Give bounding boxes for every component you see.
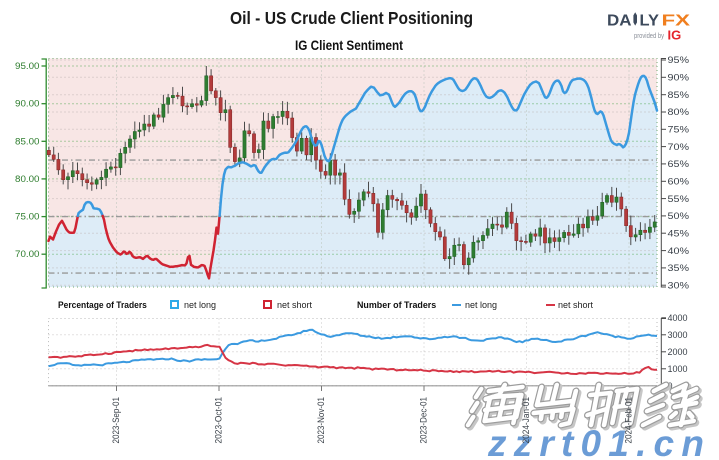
svg-text:2000: 2000 <box>668 347 688 357</box>
svg-text:90.00: 90.00 <box>15 99 40 110</box>
svg-text:2023-Oct-01: 2023-Oct-01 <box>214 397 224 444</box>
svg-text:90%: 90% <box>668 73 690 84</box>
svg-text:DA: DA <box>607 12 632 29</box>
svg-text:60%: 60% <box>668 177 690 188</box>
svg-text:85.00: 85.00 <box>15 136 40 147</box>
svg-text:2023-Dec-01: 2023-Dec-01 <box>419 397 429 444</box>
svg-text:35%: 35% <box>668 263 690 274</box>
svg-text:3000: 3000 <box>668 330 688 340</box>
svg-text:80%: 80% <box>668 107 690 118</box>
svg-text:65%: 65% <box>668 159 690 170</box>
svg-text:55%: 55% <box>668 194 690 205</box>
svg-text:70.00: 70.00 <box>15 249 40 260</box>
svg-text:2023-Sep-01: 2023-Sep-01 <box>111 397 121 444</box>
svg-text:75.00: 75.00 <box>15 212 40 223</box>
svg-text:95.00: 95.00 <box>15 61 40 72</box>
svg-text:2024-Jan-01: 2024-Jan-01 <box>521 397 531 444</box>
svg-text:45%: 45% <box>668 228 690 239</box>
svg-text:75%: 75% <box>668 125 690 136</box>
svg-text:85%: 85% <box>668 90 690 101</box>
svg-text:IG: IG <box>668 28 682 41</box>
svg-text:70%: 70% <box>668 142 690 153</box>
svg-text:provided by: provided by <box>634 31 664 40</box>
svg-text:95%: 95% <box>668 55 690 66</box>
svg-text:zzrt01.cn: zzrt01.cn <box>487 423 711 460</box>
svg-text:40%: 40% <box>668 246 690 257</box>
svg-text:4000: 4000 <box>668 313 688 323</box>
svg-text:50%: 50% <box>668 211 690 222</box>
svg-text:FX: FX <box>662 12 691 29</box>
svg-text:2024-Feb-01: 2024-Feb-01 <box>624 397 634 444</box>
svg-text:1000: 1000 <box>668 364 688 374</box>
svg-text:30%: 30% <box>668 280 690 291</box>
svg-text:2023-Nov-01: 2023-Nov-01 <box>316 397 326 444</box>
svg-text:80.00: 80.00 <box>15 174 40 185</box>
svg-text:LY: LY <box>640 12 660 29</box>
